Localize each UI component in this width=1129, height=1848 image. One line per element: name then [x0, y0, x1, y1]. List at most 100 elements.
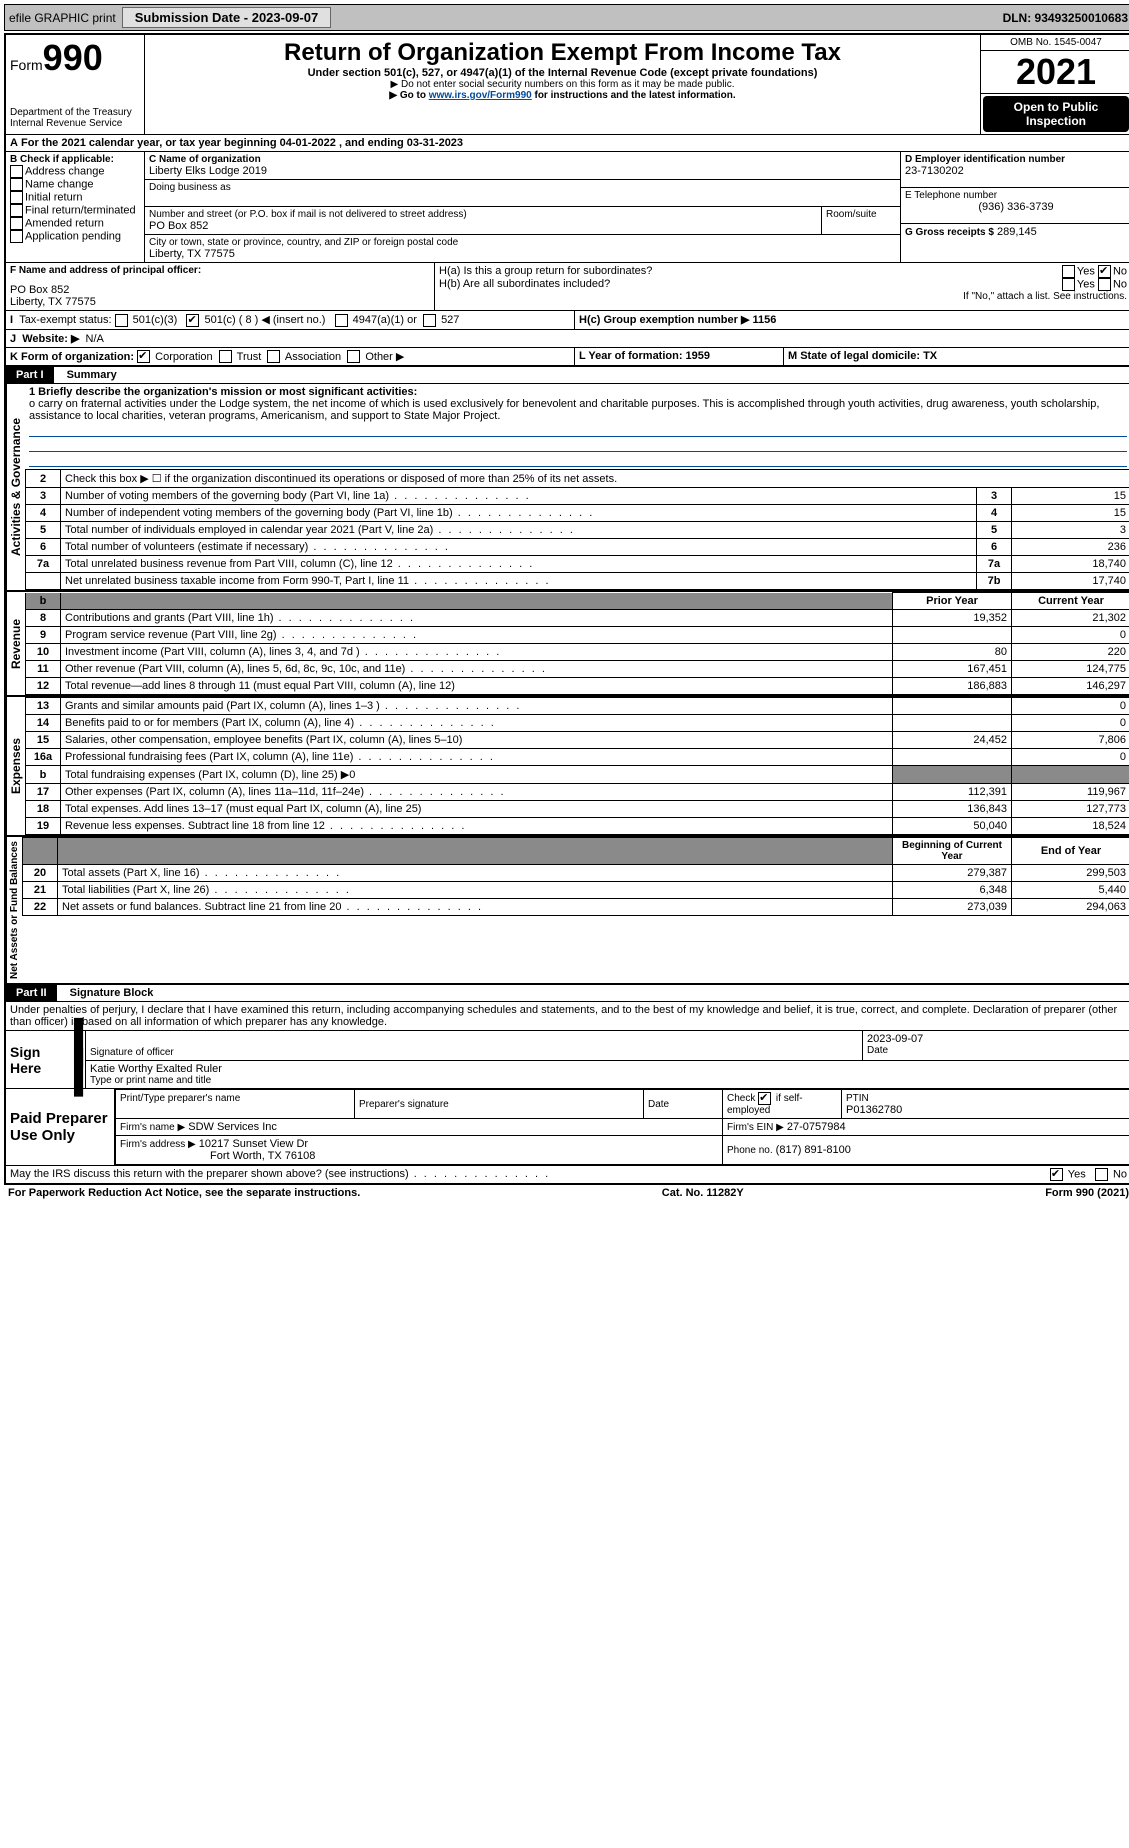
cb-527[interactable]: [423, 314, 436, 327]
line-19: 19Revenue less expenses. Subtract line 1…: [26, 818, 1129, 835]
sig-row2: ▎ Katie Worthy Exalted Ruler Type or pri…: [75, 1061, 1129, 1088]
b-opt-name[interactable]: Name change: [10, 178, 140, 191]
firm-ein-value: 27-0757984: [787, 1121, 846, 1133]
irs-link[interactable]: www.irs.gov/Form990: [429, 90, 532, 101]
expenses-block: Expenses 13Grants and similar amounts pa…: [6, 697, 1129, 837]
firm-addr-label: Firm's address ▶: [120, 1139, 196, 1150]
f-label: F Name and address of principal officer:: [10, 265, 430, 276]
addr-block: Number and street (or P.O. box if mail i…: [145, 207, 900, 235]
sign-fields: ▎ Signature of officer 2023-09-07 Date ▎…: [75, 1031, 1129, 1088]
org-name: Liberty Elks Lodge 2019: [149, 165, 896, 177]
gov-content: 1 Briefly describe the organization's mi…: [25, 384, 1129, 590]
line-13: 13Grants and similar amounts paid (Part …: [26, 698, 1129, 715]
period-value: For the 2021 calendar year, or tax year …: [21, 137, 463, 149]
line-16a: 16aProfessional fundraising fees (Part I…: [26, 749, 1129, 766]
i-hc-row: I Tax-exempt status: 501(c)(3) 501(c) ( …: [6, 311, 1129, 330]
e-label: E Telephone number: [905, 190, 1127, 201]
form-header-mid: Return of Organization Exempt From Incom…: [145, 35, 980, 134]
mission-q: 1 Briefly describe the organization's mi…: [29, 386, 1127, 398]
line-4: 4Number of independent voting members of…: [26, 505, 1129, 522]
ha-answer: Yes No: [1062, 265, 1127, 278]
col-b: B Check if applicable: Address change Na…: [6, 152, 145, 262]
firm-name-row: Firm's name ▶ SDW Services Inc Firm's EI…: [116, 1119, 1129, 1136]
ptin-label: PTIN: [846, 1093, 1126, 1104]
j-row: J Website: ▶ N/A: [6, 330, 1129, 348]
cb-501c[interactable]: [186, 314, 199, 327]
cb-corp[interactable]: [137, 350, 150, 363]
part1-header: Part I Summary: [6, 366, 1129, 384]
self-employed-cell: Check if self-employed: [727, 1092, 837, 1116]
firm-phone-value: (817) 891-8100: [776, 1144, 851, 1156]
hc-label: H(c) Group exemption number ▶ 1156: [579, 314, 776, 326]
cb-trust[interactable]: [219, 350, 232, 363]
firm-ein-label: Firm's EIN ▶: [727, 1122, 784, 1133]
form-prefix: Form: [10, 57, 43, 73]
city-block: City or town, state or province, country…: [145, 235, 900, 262]
period-text: A For the 2021 calendar year, or tax yea…: [6, 135, 1129, 151]
form-990-label: Form990: [10, 37, 140, 79]
b-opt-final[interactable]: Final return/terminated: [10, 204, 140, 217]
form-title: Return of Organization Exempt From Incom…: [149, 39, 976, 67]
preparer-date-label: Date: [648, 1099, 718, 1110]
na-table: Beginning of Current YearEnd of Year 20T…: [22, 837, 1129, 916]
website-value: N/A: [86, 333, 104, 345]
firm-name-value: SDW Services Inc: [188, 1121, 277, 1133]
firm-addr-row: Firm's address ▶ 10217 Sunset View DrFor…: [116, 1136, 1129, 1165]
part2-title: Signature Block: [70, 987, 154, 999]
b-opt-address[interactable]: Address change: [10, 165, 140, 178]
part1-label: Part I: [6, 367, 54, 383]
b-opt-amended[interactable]: Amended return: [10, 217, 140, 230]
netassets-block: Net Assets or Fund Balances Beginning of…: [6, 837, 1129, 984]
paid-fields: Print/Type preparer's name Preparer's si…: [115, 1089, 1129, 1165]
cb-other[interactable]: [347, 350, 360, 363]
footer-left: For Paperwork Reduction Act Notice, see …: [8, 1187, 360, 1199]
ha-label: H(a) Is this a group return for subordin…: [439, 265, 852, 278]
line-20: 20Total assets (Part X, line 16)279,3872…: [23, 865, 1129, 882]
hb-note: If "No," attach a list. See instructions…: [439, 291, 1127, 302]
hb-row: H(b) Are all subordinates included? Yes …: [439, 278, 1127, 291]
governance-block: Activities & Governance 1 Briefly descri…: [6, 384, 1129, 592]
line-7b: Net unrelated business taxable income fr…: [26, 573, 1129, 590]
preparer-name-label: Print/Type preparer's name: [120, 1093, 350, 1104]
cb-4947[interactable]: [335, 314, 348, 327]
exp-content: 13Grants and similar amounts paid (Part …: [25, 697, 1129, 835]
form-subtitle: Under section 501(c), 527, or 4947(a)(1)…: [149, 67, 976, 79]
room-label: Room/suite: [826, 209, 896, 220]
open-public-badge: Open to Public Inspection: [983, 96, 1129, 132]
k-label: K Form of organization:: [10, 351, 134, 363]
efile-label: efile GRAPHIC print: [9, 11, 116, 25]
line-12: 12Total revenue—add lines 8 through 11 (…: [26, 678, 1129, 695]
m-label: M State of legal domicile: TX: [788, 350, 937, 362]
line-8: 8Contributions and grants (Part VIII, li…: [26, 610, 1129, 627]
cb-self-employed[interactable]: [758, 1092, 771, 1105]
b-label: B Check if applicable:: [10, 154, 140, 165]
sig-officer-cell[interactable]: Signature of officer: [86, 1031, 862, 1061]
line-14: 14Benefits paid to or for members (Part …: [26, 715, 1129, 732]
officer-addr1: PO Box 852: [10, 284, 430, 296]
col-deg: D Employer identification number 23-7130…: [901, 152, 1129, 262]
line-18: 18Total expenses. Add lines 13–17 (must …: [26, 801, 1129, 818]
cb-discuss-no[interactable]: [1095, 1168, 1108, 1181]
b-opt-pending[interactable]: Application pending: [10, 230, 140, 243]
submission-date-btn[interactable]: Submission Date - 2023-09-07: [122, 7, 332, 28]
efile-topbar: efile GRAPHIC print Submission Date - 20…: [4, 4, 1129, 31]
hb-answer: Yes No: [1062, 278, 1127, 291]
cb-discuss-yes[interactable]: [1050, 1168, 1063, 1181]
col-c: C Name of organization Liberty Elks Lodg…: [145, 152, 901, 262]
cb-assoc[interactable]: [267, 350, 280, 363]
line-3: 3Number of voting members of the governi…: [26, 488, 1129, 505]
f-block: F Name and address of principal officer:…: [6, 263, 435, 310]
tax-year: 2021: [981, 51, 1129, 94]
gross-receipts: 289,145: [997, 226, 1037, 238]
b-opt-initial[interactable]: Initial return: [10, 191, 140, 204]
paid-table: Print/Type preparer's name Preparer's si…: [115, 1089, 1129, 1165]
sig-name-cell: Katie Worthy Exalted Ruler Type or print…: [86, 1061, 1129, 1088]
rev-content: bPrior YearCurrent Year 8Contributions a…: [25, 592, 1129, 695]
footer-right: Form 990 (2021): [1045, 1187, 1129, 1199]
dba-block: Doing business as: [145, 180, 900, 207]
hc-block: H(c) Group exemption number ▶ 1156: [575, 311, 1129, 329]
mission-line2: [29, 437, 1127, 452]
cb-501c3[interactable]: [115, 314, 128, 327]
form-note2: ▶ Go to www.irs.gov/Form990 for instruct…: [149, 90, 976, 101]
ha-row: H(a) Is this a group return for subordin…: [439, 265, 1127, 278]
